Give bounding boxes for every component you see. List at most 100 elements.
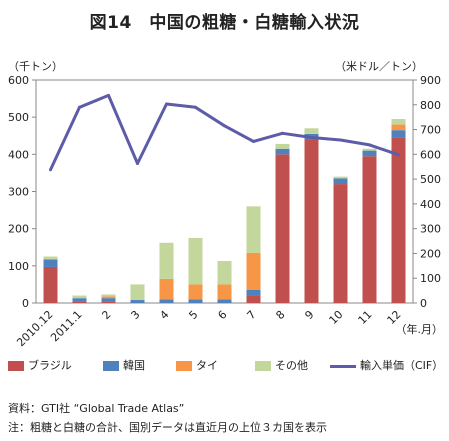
line-point — [252, 139, 255, 143]
source-note: 資料：GTI社 “Global Trade Atlas” — [8, 402, 185, 415]
legend-item-3: タイ — [176, 358, 218, 374]
y-right-tick-label: 100 — [420, 272, 441, 285]
y-left-tick-label: 200 — [8, 223, 29, 236]
y-right-tick-label: 500 — [420, 173, 441, 186]
line-point — [339, 138, 342, 142]
bar-2-4 — [159, 299, 174, 303]
bar-1-2011.1 — [72, 301, 87, 303]
line-point — [78, 105, 81, 109]
x-tick-label: 4 — [157, 308, 171, 322]
bar-1-10 — [333, 184, 348, 303]
bar-4-12 — [391, 119, 406, 125]
y-right-tick-label: 200 — [420, 247, 441, 260]
bar-3-12 — [391, 124, 406, 131]
left-axis-unit: （千トン） — [8, 60, 63, 73]
legend-item-2: 韓国 — [103, 358, 145, 374]
bar-1-9 — [304, 139, 319, 303]
bar-1-8 — [275, 154, 290, 303]
x-tick-label: 2011.1 — [48, 308, 84, 344]
bar-2-3 — [130, 300, 145, 303]
bar-1-7 — [246, 295, 261, 303]
x-tick-label: 7 — [244, 308, 258, 322]
x-tick-label: 10 — [327, 308, 346, 327]
bar-1-2010.12 — [43, 266, 58, 303]
legend: ブラジル 韓国 タイ その他 輸入単価（CIF） — [8, 358, 448, 376]
bar-1-12 — [391, 137, 406, 303]
bar-2-6 — [217, 299, 232, 303]
bar-2-2010.12 — [43, 259, 58, 267]
y-right-tick-label: 600 — [420, 148, 441, 161]
y-left-tick-label: 300 — [8, 186, 29, 199]
bar-4-8 — [275, 143, 290, 149]
bar-4-7 — [246, 206, 261, 253]
bar-3-7 — [246, 252, 261, 290]
x-axis-unit: （年.月） — [396, 322, 444, 336]
x-tick-label: 2 — [99, 308, 113, 322]
bar-2-11 — [362, 150, 377, 157]
y-left-tick-label: 0 — [22, 297, 29, 310]
bar-4-4 — [159, 242, 174, 279]
legend-item-line: 輸入単価（CIF） — [330, 358, 443, 374]
bar-2-7 — [246, 289, 261, 296]
bar-4-10 — [333, 176, 348, 179]
line-point — [397, 153, 400, 157]
line-import-unit-price — [49, 93, 399, 171]
y-right-tick-label: 700 — [420, 124, 441, 137]
line-point — [165, 102, 168, 106]
legend-label: 韓国 — [123, 359, 145, 372]
bar-4-6 — [217, 261, 232, 285]
bar-2-5 — [188, 299, 203, 303]
x-tick-label: 8 — [273, 308, 287, 322]
chart-canvas: 0 100 200 300 400 500 600 0 100 200 300 400 500 600 70… — [8, 74, 444, 349]
legend-swatch — [255, 361, 271, 371]
bar-2-8 — [275, 148, 290, 155]
y-right-tick-label: 400 — [420, 198, 441, 211]
legend-item-1: ブラジル — [8, 358, 72, 374]
y-left-tick-label: 400 — [8, 148, 29, 161]
bar-2-10 — [333, 178, 348, 185]
y-right-tick-label: 900 — [420, 74, 441, 87]
x-tick-label: 5 — [186, 308, 200, 322]
bar-3-4 — [159, 278, 174, 300]
bar-3-6 — [217, 284, 232, 300]
legend-label: ブラジル — [28, 359, 72, 372]
legend-label: その他 — [275, 359, 308, 372]
y-right-tick-label: 800 — [420, 99, 441, 112]
bar-4-2011.1 — [72, 295, 87, 299]
bar-1-2 — [101, 301, 116, 303]
bar-3-5 — [188, 284, 203, 300]
chart-title: 図14 中国の粗糖・白糖輸入状況 — [89, 13, 360, 33]
x-tick-label: 9 — [302, 308, 316, 322]
x-tick-label: 11 — [356, 308, 375, 327]
line-point — [281, 131, 284, 135]
legend-swatch — [103, 361, 119, 371]
line-point — [107, 93, 110, 97]
line-point — [49, 168, 52, 172]
bar-4-3 — [130, 284, 145, 301]
bar-2-2011.1 — [72, 298, 87, 302]
x-tick-label: 3 — [128, 308, 142, 322]
y-left-tick-label: 500 — [8, 111, 29, 124]
line-point — [223, 124, 226, 128]
line-point — [310, 135, 313, 139]
legend-line-swatch — [330, 364, 356, 368]
bar-3-2 — [101, 296, 116, 299]
right-axis-unit: （米ドル／トン） — [335, 60, 423, 73]
line-point — [136, 162, 139, 166]
line-point — [194, 105, 197, 109]
line-point — [368, 143, 371, 147]
y-right-tick-label: 300 — [420, 223, 441, 236]
legend-swatch — [8, 361, 24, 371]
bar-2-2 — [101, 298, 116, 302]
legend-label: 輸入単価（CIF） — [360, 359, 444, 372]
bar-4-5 — [188, 237, 203, 285]
bar-4-2010.12 — [43, 256, 58, 260]
y-left-tick-label: 600 — [8, 74, 29, 87]
legend-item-4: その他 — [255, 358, 308, 374]
footnote: 注：粗糖と白糖の合計、国別データは直近月の上位３カ国を表示 — [8, 421, 327, 434]
bar-4-9 — [304, 128, 319, 134]
legend-swatch — [176, 361, 192, 371]
y-left-tick-label: 100 — [8, 260, 29, 273]
bar-2-12 — [391, 130, 406, 138]
bar-4-2 — [101, 294, 116, 297]
